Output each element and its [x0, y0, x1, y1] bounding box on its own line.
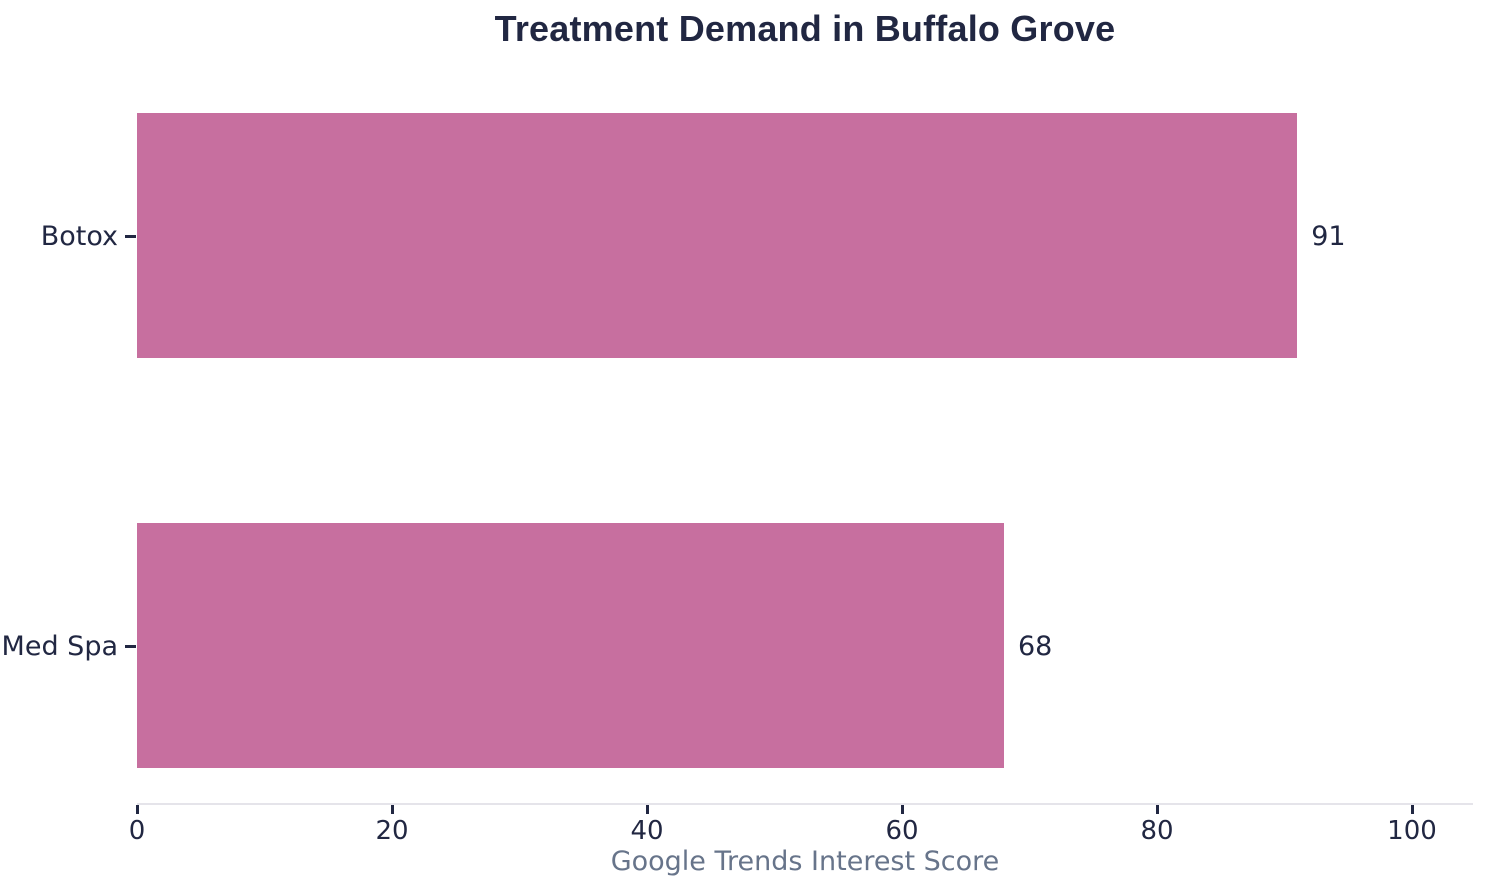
bar-value-label: 68 [1018, 630, 1053, 662]
bar-botox [137, 113, 1298, 358]
y-category-label: Med Spa [1, 630, 118, 662]
x-tick-label: 80 [1140, 816, 1174, 846]
bar-med-spa [137, 523, 1004, 768]
x-axis-tick [1156, 805, 1159, 814]
x-axis-tick [901, 805, 904, 814]
x-tick-label: 40 [630, 816, 664, 846]
x-tick-label: 20 [375, 816, 409, 846]
x-tick-label: 60 [885, 816, 919, 846]
x-axis-tick [136, 805, 139, 814]
x-axis-tick [391, 805, 394, 814]
y-axis-tick [125, 644, 136, 648]
x-tick-label: 0 [128, 816, 146, 846]
x-axis-tick [1411, 805, 1414, 814]
x-tick-label: 100 [1387, 816, 1437, 846]
y-axis-tick [125, 234, 136, 238]
y-category-label: Botox [40, 220, 118, 252]
x-axis-tick [646, 805, 649, 814]
x-axis-label: Google Trends Interest Score [610, 846, 1000, 877]
x-axis-line [137, 803, 1473, 805]
bar-value-label: 91 [1311, 220, 1346, 252]
chart-title: Treatment Demand in Buffalo Grove [494, 8, 1116, 49]
